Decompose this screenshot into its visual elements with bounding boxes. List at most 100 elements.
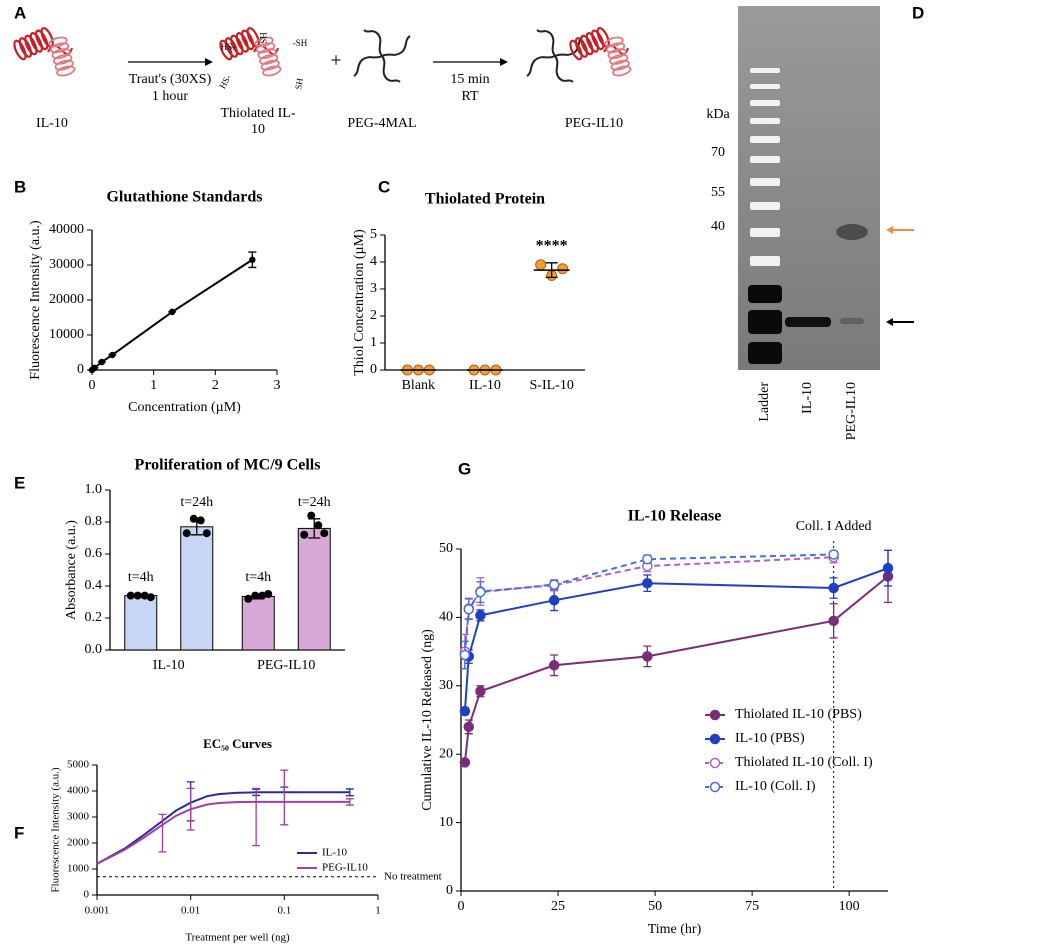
bar [241, 595, 275, 651]
lane-label: IL-10 [800, 382, 815, 414]
point [244, 594, 253, 603]
marker [828, 615, 839, 627]
lane-label: PEG-IL10 [844, 382, 859, 440]
series-label: t=24h [298, 495, 331, 510]
reference-label: No treatment [384, 870, 442, 882]
x-tick-label: 1 [150, 378, 157, 393]
point [307, 511, 316, 520]
y-tick-label: 40 [439, 610, 453, 625]
marker [91, 364, 98, 372]
y-tick-label: 20000 [49, 292, 84, 307]
thiol-label: SH [293, 77, 305, 91]
gel-marker-label: 55 [711, 185, 725, 200]
y-axis-label: Thiol Concentration (µM) [352, 229, 367, 376]
bar [180, 526, 214, 651]
x-tick-label: 100 [839, 899, 860, 914]
panel-label: A [14, 3, 26, 22]
point [133, 591, 142, 600]
x-tick-label: PEG-IL10 [257, 658, 315, 673]
marker [642, 577, 653, 589]
marker [548, 660, 560, 671]
y-tick-label: 4 [370, 254, 377, 269]
marker [168, 308, 176, 316]
marker [459, 649, 471, 661]
x-axis-label: Treatment per well (ng) [185, 932, 290, 944]
y-tick-label: 0.6 [85, 546, 103, 561]
point [189, 514, 198, 523]
point [140, 591, 149, 600]
x-tick-label: 50 [648, 899, 662, 914]
series-line [463, 575, 889, 763]
protein [11, 25, 77, 79]
x-tick-label: 0 [458, 899, 465, 914]
marker [828, 582, 839, 594]
step-label: 15 min [450, 72, 489, 87]
molecule-label: PEG-IL10 [565, 116, 623, 131]
step-label: RT [461, 89, 478, 104]
arrow-head [500, 58, 508, 66]
x-axis-label: Concentration (µM) [128, 400, 241, 415]
y-tick-label: 50 [439, 541, 453, 556]
marker [475, 610, 486, 621]
legend-label: Thiolated IL-10 (Coll. I) [735, 755, 873, 770]
marker [463, 721, 475, 733]
panel-label: G [458, 459, 471, 478]
y-tick-label: 2 [370, 308, 377, 323]
chart: EC₅₀ Curves Fluorescence Intensity (a.u.)… [50, 736, 442, 944]
x-tick-label: Blank [402, 378, 435, 393]
y-tick-label: 0.8 [85, 514, 103, 529]
y-tick-label: 30 [439, 678, 453, 693]
chart-title: Proliferation of MC/9 Cells [135, 457, 321, 474]
point [557, 263, 569, 275]
arrow-head [886, 318, 893, 326]
marker [463, 603, 475, 615]
point [251, 591, 260, 600]
thiol-label: HS [258, 32, 268, 44]
chart-title: EC₅₀ Curves [203, 736, 272, 751]
x-tick-label: 3 [274, 378, 281, 393]
point [300, 530, 309, 539]
gel-unit: kDa [706, 107, 730, 122]
il10-band [785, 317, 831, 327]
series-line [96, 800, 350, 865]
y-tick-label: 3 [370, 281, 377, 296]
y-axis-label: Fluorescence Intensity (a.u.) [28, 220, 43, 380]
error-bar [252, 787, 261, 847]
arrow-head [205, 58, 213, 66]
y-axis-label: Absorbance (a.u.) [64, 520, 79, 620]
point [146, 593, 155, 602]
thiol-label: -SH [293, 38, 308, 48]
peg [353, 29, 411, 83]
marker [548, 579, 560, 590]
error-bar [186, 787, 195, 831]
bar [124, 595, 158, 651]
series-line [463, 567, 889, 712]
x-tick-label: 1 [375, 905, 381, 917]
panel-label: C [378, 177, 390, 196]
marker [109, 351, 116, 359]
step-label: Traut's (30XS) [129, 72, 212, 87]
y-tick-label: 0.2 [85, 610, 103, 625]
x-tick-label: 25 [551, 899, 565, 914]
marker [882, 562, 894, 574]
ladder-bands [750, 68, 780, 266]
legend-label: Thiolated IL-10 (PBS) [735, 707, 862, 722]
y-tick-label: 0.4 [85, 578, 103, 593]
molecule-label: PEG-4MAL [347, 116, 416, 131]
gel-marker-label: 40 [711, 219, 725, 234]
molecule-label: Thiolated IL-10 [220, 106, 296, 137]
series-label: t=4h [128, 570, 154, 585]
point [126, 591, 135, 600]
series-label: t=24h [180, 495, 213, 510]
x-tick-label: 75 [745, 899, 759, 914]
legend-marker [709, 709, 721, 721]
marker [475, 686, 486, 697]
series-label: t=4h [245, 570, 271, 585]
marker [98, 358, 106, 366]
x-tick-label: 2 [212, 378, 219, 393]
error-bar [345, 788, 354, 797]
x-tick-label: IL-10 [153, 658, 185, 673]
point [320, 529, 329, 538]
